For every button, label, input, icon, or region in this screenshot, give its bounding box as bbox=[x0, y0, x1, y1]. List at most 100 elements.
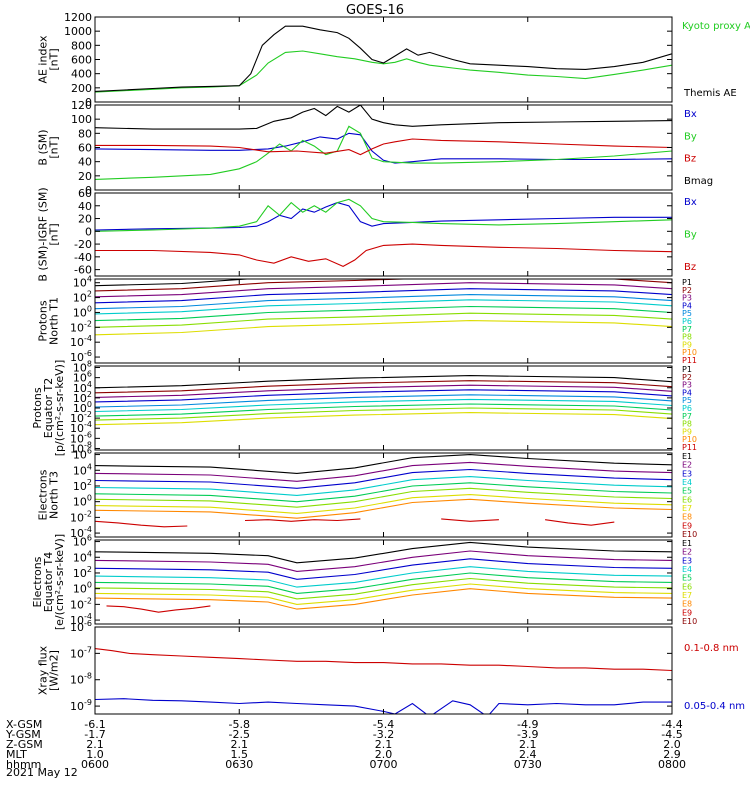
y-axis-label: B (SM) bbox=[37, 129, 50, 165]
y-tick-label: 100 bbox=[73, 400, 92, 415]
legend-entry: Themis AE bbox=[683, 88, 737, 99]
y-tick-label: 102 bbox=[73, 478, 92, 493]
legend-entry: 0.1-0.8 nm bbox=[684, 643, 739, 654]
x-row-value: -6.1 bbox=[84, 718, 105, 731]
y-axis-label: [W/m2] bbox=[48, 650, 61, 691]
y-tick-label: 106 bbox=[73, 534, 92, 549]
legend-entry: E6 bbox=[682, 495, 692, 504]
x-row-value: 2.1 bbox=[86, 738, 104, 751]
series-line bbox=[95, 138, 672, 156]
legend-entry: P2 bbox=[682, 286, 692, 295]
y-axis-label: Protons bbox=[31, 387, 44, 428]
series-fragment bbox=[95, 520, 188, 528]
series-line bbox=[95, 566, 672, 588]
y-axis-label: Equator T2 bbox=[42, 378, 55, 438]
series-line bbox=[95, 198, 672, 232]
series-line bbox=[95, 132, 672, 164]
legend-entry: P10 bbox=[682, 435, 697, 444]
legend-entry: P3 bbox=[682, 294, 692, 303]
series-line bbox=[95, 588, 672, 610]
y-tick-label: 10-4 bbox=[70, 420, 92, 435]
series-line bbox=[95, 279, 255, 287]
y-tick-label: 80 bbox=[78, 127, 92, 140]
y-tick-label: 100 bbox=[73, 581, 92, 596]
y-tick-label: 10-2 bbox=[70, 410, 92, 425]
y-axis-label: Electrons bbox=[37, 469, 50, 520]
series-line bbox=[95, 541, 672, 564]
series-line bbox=[95, 312, 672, 328]
y-axis-label: [p/(cm²-s-sr-keV)] bbox=[53, 360, 66, 457]
legend-entry: Bz bbox=[684, 154, 696, 165]
x-row-value: 0630 bbox=[225, 758, 253, 771]
y-axis-label: [nT] bbox=[48, 48, 61, 70]
legend-entry: P4 bbox=[682, 301, 692, 310]
y-tick-label: 100 bbox=[73, 304, 92, 319]
series-line bbox=[95, 243, 672, 268]
y-tick-label: 20 bbox=[78, 170, 92, 183]
y-tick-label: 10-4 bbox=[70, 612, 92, 627]
y-tick-label: 100 bbox=[71, 113, 92, 126]
y-tick-label: 10-9 bbox=[70, 698, 92, 713]
y-tick-label: 104 bbox=[73, 549, 92, 564]
y-tick-label: 104 bbox=[73, 462, 92, 477]
x-row-label: hhmm bbox=[6, 758, 41, 771]
legend-entry: Bx bbox=[684, 197, 697, 208]
y-tick-label: 10-8 bbox=[70, 672, 92, 687]
y-axis-label: North T1 bbox=[48, 297, 61, 345]
series-line bbox=[95, 482, 672, 503]
legend-entry: P10 bbox=[682, 348, 697, 357]
y-axis-label: B (SM)-IGRF (SM) bbox=[37, 187, 50, 281]
x-row-value: 2.1 bbox=[231, 738, 249, 751]
y-tick-label: 10-6 bbox=[70, 619, 92, 634]
series-line bbox=[95, 375, 672, 389]
x-row-label: Y-GSM bbox=[5, 728, 41, 741]
series-line bbox=[95, 461, 672, 482]
legend-entry: P5 bbox=[682, 396, 692, 405]
legend-entry: E1 bbox=[682, 539, 692, 548]
panel-frame bbox=[94, 192, 673, 277]
legend-entry: E8 bbox=[682, 513, 692, 522]
y-tick-label: 1200 bbox=[64, 11, 92, 24]
legend-entry: E3 bbox=[682, 469, 692, 478]
y-tick-label: 0 bbox=[85, 225, 92, 238]
y-axis-label: Xray flux bbox=[37, 645, 50, 695]
y-tick-label: 10-8 bbox=[70, 440, 92, 455]
series-line bbox=[95, 305, 672, 322]
y-axis-label: [nT] bbox=[48, 136, 61, 158]
legend-entry: P3 bbox=[682, 381, 692, 390]
x-row-value: -5.4 bbox=[373, 718, 394, 731]
series-line bbox=[95, 648, 672, 672]
legend-entry: P4 bbox=[682, 388, 692, 397]
y-tick-label: 40 bbox=[78, 156, 92, 169]
series-line bbox=[95, 577, 672, 600]
legend-entry: P7 bbox=[682, 325, 692, 334]
legend-entry: P6 bbox=[682, 317, 692, 326]
series-line bbox=[95, 279, 672, 292]
x-row-value: -3.2 bbox=[373, 728, 394, 741]
y-tick-label: 10-6 bbox=[70, 430, 92, 445]
legend-entry: E4 bbox=[682, 478, 692, 487]
legend-entry: E3 bbox=[682, 556, 692, 565]
x-row-value: 0730 bbox=[514, 758, 542, 771]
x-row-value: 2.1 bbox=[519, 738, 537, 751]
legend-entry: P5 bbox=[682, 309, 692, 318]
series-line bbox=[95, 25, 672, 92]
x-row-value: 2.0 bbox=[375, 748, 393, 761]
series-line bbox=[95, 698, 672, 714]
y-tick-label: 60 bbox=[78, 187, 92, 200]
y-tick-label: 10-2 bbox=[70, 596, 92, 611]
x-row-value: 0700 bbox=[370, 758, 398, 771]
y-axis-label: [nT] bbox=[48, 223, 61, 245]
y-axis-label: Equator T4 bbox=[42, 552, 55, 612]
y-tick-label: 102 bbox=[73, 290, 92, 305]
series-fragment bbox=[545, 519, 615, 526]
y-tick-label: 0 bbox=[85, 96, 92, 109]
y-tick-label: 400 bbox=[71, 68, 92, 81]
y-tick-label: 1000 bbox=[64, 25, 92, 38]
x-row-value: -1.7 bbox=[84, 728, 105, 741]
panel-xray: 10-9 10-8 10-7 10-6 Xray flux[W/m2] 0.1-0.8 n… bbox=[37, 619, 745, 715]
